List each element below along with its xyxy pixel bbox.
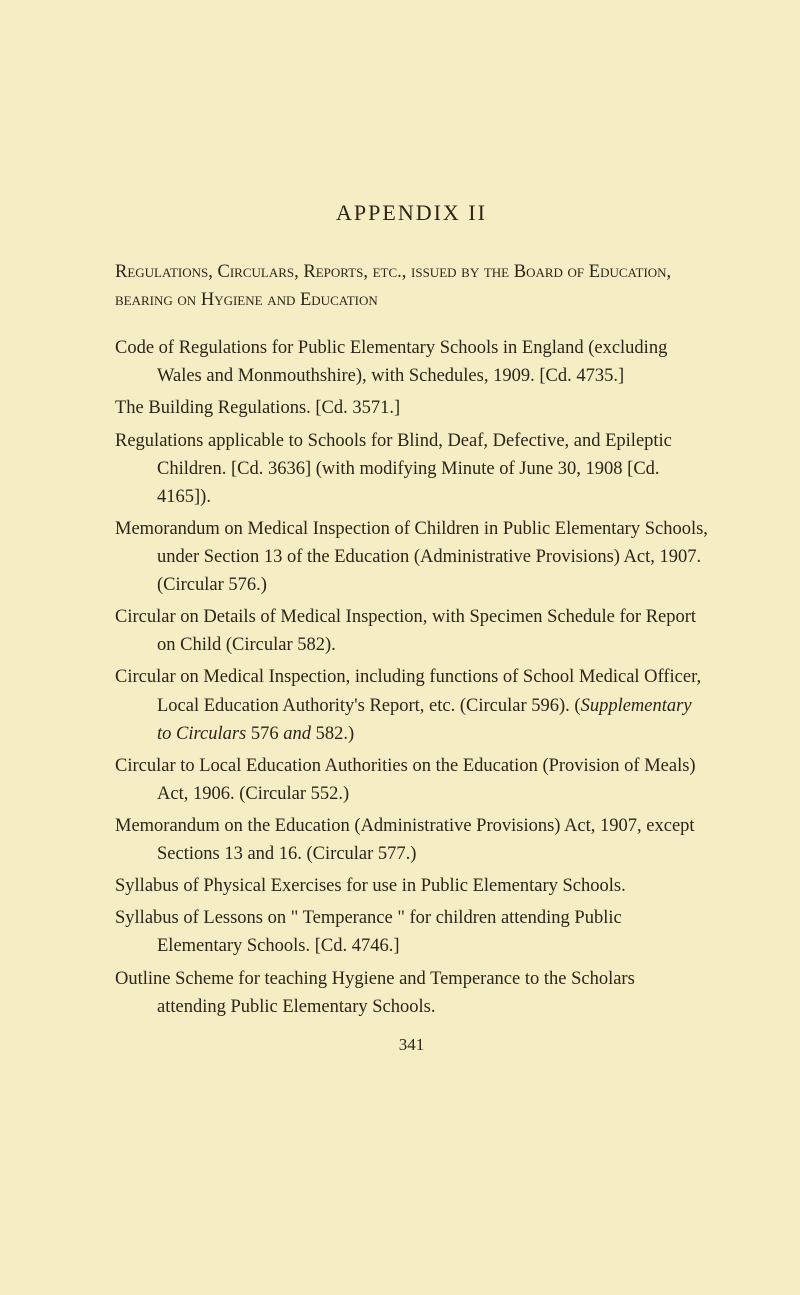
page-number: 341	[115, 1035, 708, 1055]
entry-item: Regulations applicable to Schools for Bl…	[115, 427, 708, 511]
heading-word: R	[303, 262, 315, 282]
heading-word: E	[589, 262, 600, 282]
heading-word: B	[514, 262, 526, 282]
entry-text: 576	[246, 724, 283, 744]
heading-word: H	[201, 290, 214, 310]
entry-item: Circular on Medical Inspection, includin…	[115, 663, 708, 747]
entry-item: Code of Regulations for Public Elementar…	[115, 334, 708, 390]
entry-item: Circular on Details of Medical Inspectio…	[115, 603, 708, 659]
heading-word: E	[300, 290, 311, 310]
entry-item: Outline Scheme for teaching Hygiene and …	[115, 965, 708, 1021]
entry-item: The Building Regulations. [Cd. 3571.]	[115, 394, 708, 422]
entry-item: Memorandum on Medical Inspection of Chil…	[115, 515, 708, 599]
section-heading: Regulations, Circulars, Reports, etc., i…	[115, 258, 708, 314]
entry-text: 582.)	[311, 724, 354, 744]
heading-word: R	[115, 262, 127, 282]
entry-item: Syllabus of Physical Exercises for use i…	[115, 872, 708, 900]
entry-item: Syllabus of Lessons on " Temperance " fo…	[115, 904, 708, 960]
heading-word: C	[217, 262, 229, 282]
entry-item: Memorandum on the Education (Administrat…	[115, 812, 708, 868]
entry-italic: and	[283, 724, 311, 744]
appendix-title: APPENDIX II	[115, 200, 708, 226]
entry-item: Circular to Local Education Authorities …	[115, 752, 708, 808]
